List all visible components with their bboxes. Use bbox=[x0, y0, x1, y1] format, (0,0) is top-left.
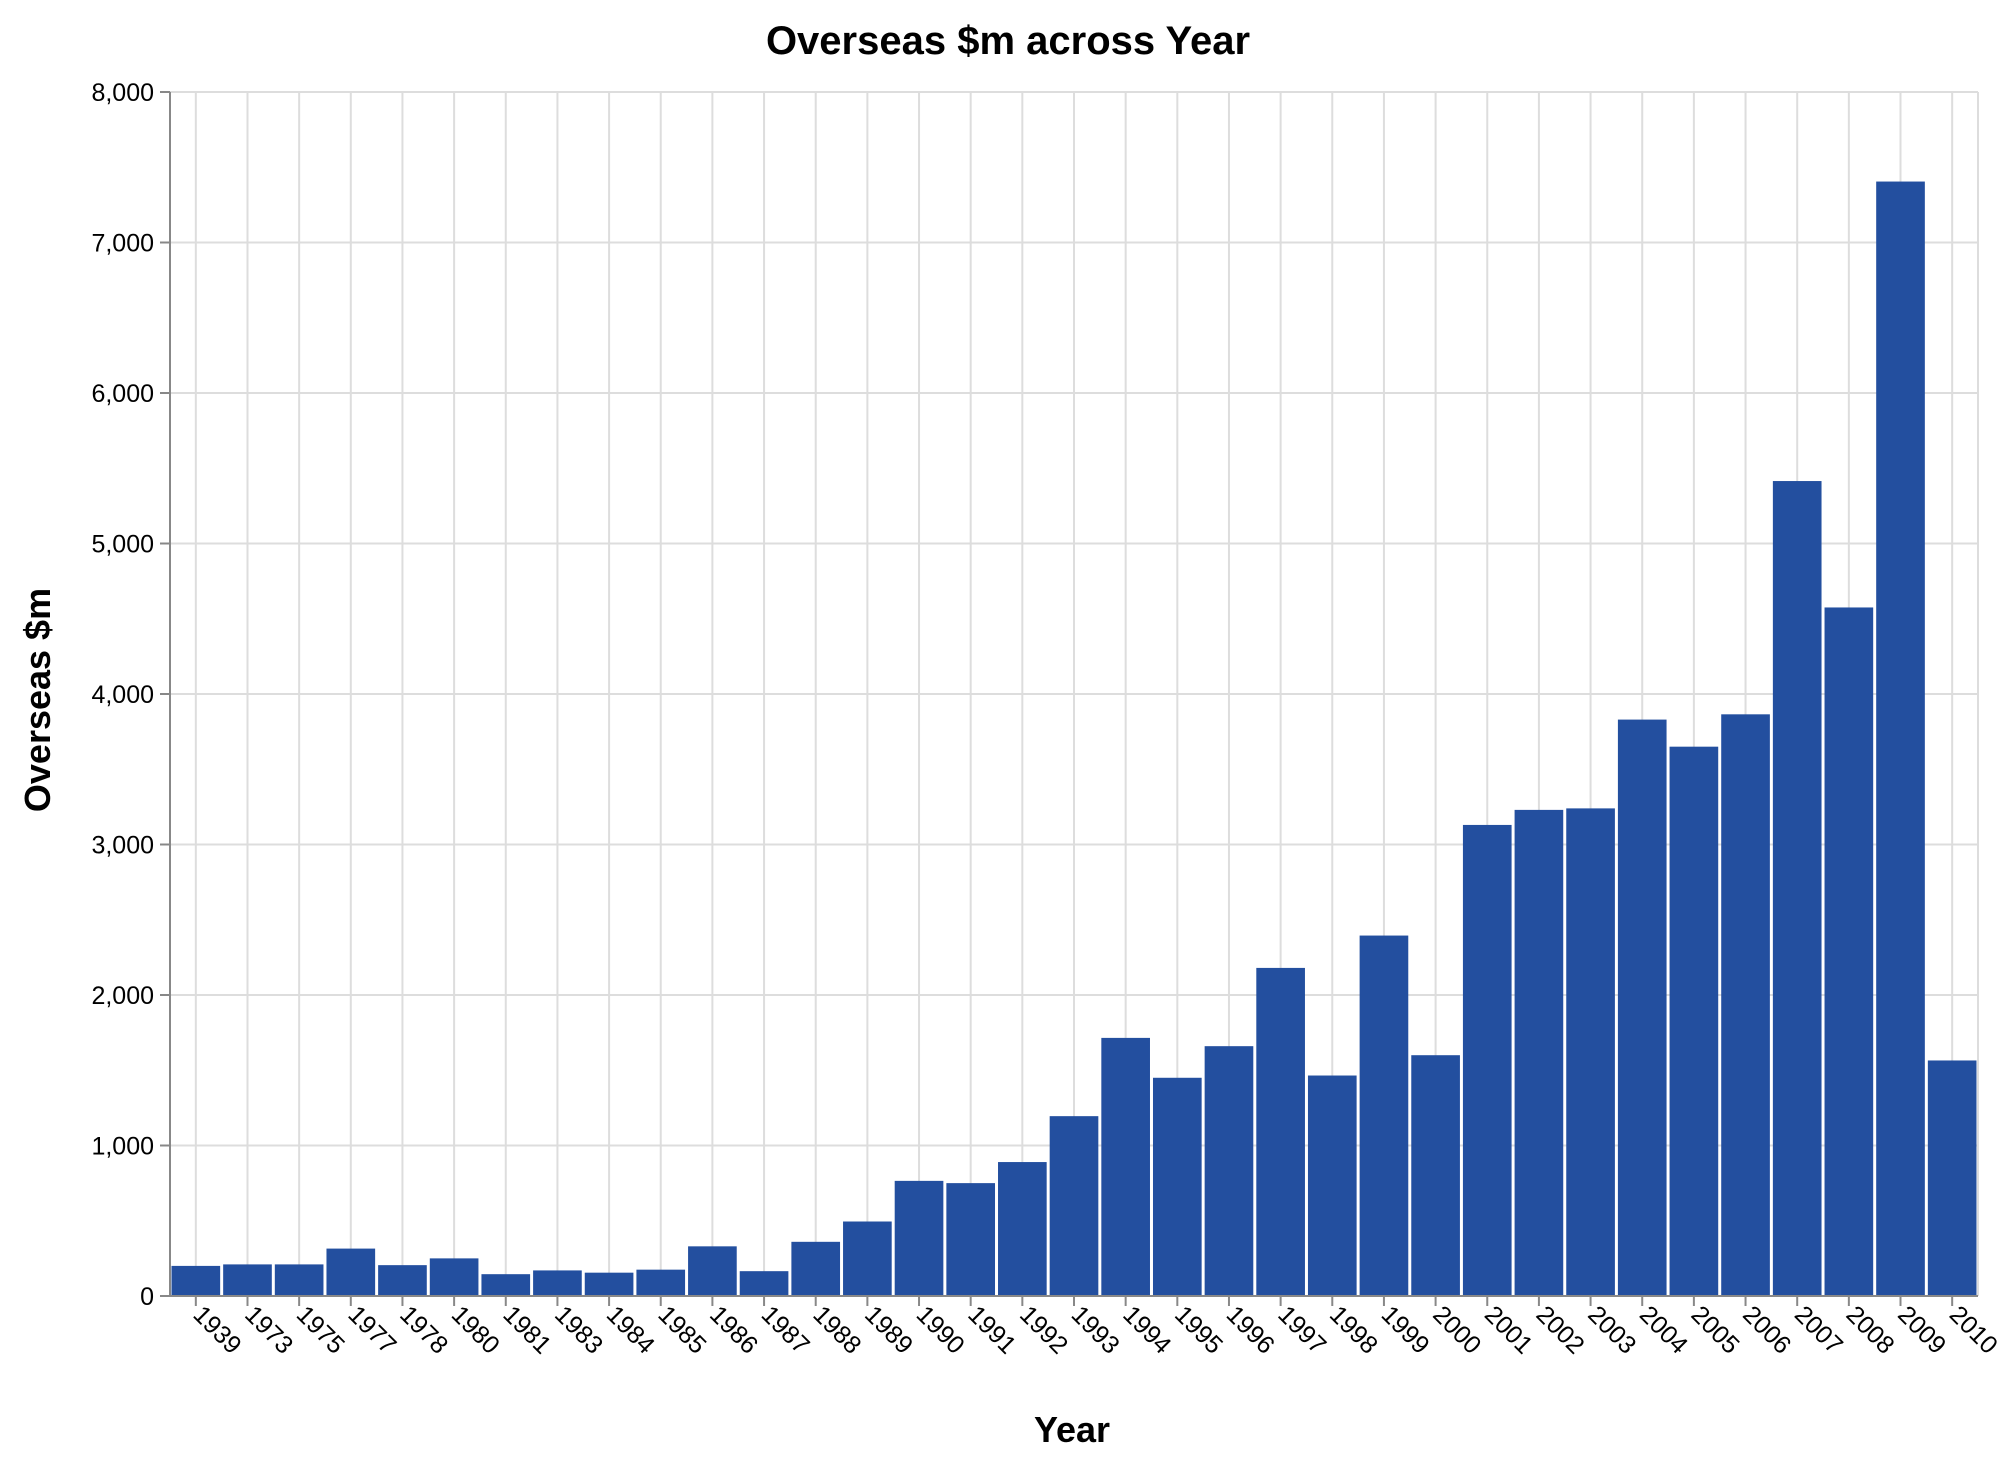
x-axis: 1939197319751977197819801981198319841985… bbox=[170, 1295, 2003, 1360]
x-tick-label: 1985 bbox=[653, 1300, 712, 1359]
y-tick-label: 3,000 bbox=[91, 832, 154, 860]
x-tick-label: 1991 bbox=[962, 1300, 1021, 1359]
bar-2002 bbox=[1514, 809, 1564, 1296]
x-tick-label: 1989 bbox=[859, 1300, 918, 1359]
bar-1995 bbox=[1152, 1077, 1202, 1296]
bar-2000 bbox=[1411, 1055, 1460, 1296]
bar-1992 bbox=[998, 1162, 1047, 1296]
bar-2006 bbox=[1721, 714, 1770, 1296]
bar-1990 bbox=[894, 1180, 944, 1296]
bar-2008 bbox=[1824, 607, 1874, 1296]
y-tick-label: 1,000 bbox=[91, 1133, 154, 1161]
x-tick-label: 1999 bbox=[1376, 1300, 1435, 1359]
bars bbox=[171, 181, 1977, 1297]
y-axis-title: Overseas $m bbox=[17, 588, 58, 812]
bar-1980 bbox=[429, 1258, 479, 1296]
bar-1983 bbox=[533, 1270, 582, 1296]
bar-2004 bbox=[1617, 719, 1667, 1296]
x-tick-label: 1998 bbox=[1324, 1300, 1383, 1359]
x-tick-label: 2002 bbox=[1531, 1300, 1590, 1359]
x-tick-label: 2000 bbox=[1427, 1300, 1486, 1359]
x-tick-label: 1988 bbox=[807, 1300, 866, 1359]
bar-1993 bbox=[1049, 1116, 1099, 1296]
x-tick-label: 2001 bbox=[1479, 1300, 1538, 1359]
x-tick-label: 2008 bbox=[1841, 1300, 1900, 1359]
bar-1996 bbox=[1204, 1046, 1254, 1296]
x-tick-label: 2006 bbox=[1737, 1300, 1796, 1359]
bar-1977 bbox=[326, 1248, 376, 1296]
bar-1997 bbox=[1256, 967, 1305, 1296]
bar-1978 bbox=[378, 1265, 427, 1296]
x-tick-label: 2003 bbox=[1582, 1300, 1641, 1359]
bar-1991 bbox=[946, 1183, 996, 1296]
y-tick-label: 5,000 bbox=[91, 531, 154, 559]
y-axis: 0 1,000 2,000 3,000 4,000 5,000 6,000 7,000 8,00… bbox=[91, 79, 171, 1311]
bar-1975 bbox=[274, 1264, 324, 1296]
bar-2005 bbox=[1669, 746, 1719, 1296]
x-tick-label: 1975 bbox=[291, 1300, 350, 1359]
bar-1986 bbox=[688, 1246, 737, 1296]
x-tick-label: 2005 bbox=[1686, 1300, 1745, 1359]
x-tick-label: 1983 bbox=[549, 1300, 608, 1359]
bar-1981 bbox=[481, 1274, 531, 1296]
bar-2010 bbox=[1927, 1060, 1977, 1296]
bar-1987 bbox=[739, 1271, 789, 1296]
x-tick-label: 1986 bbox=[704, 1300, 763, 1359]
bar-1999 bbox=[1359, 935, 1409, 1296]
x-tick-label: 1995 bbox=[1169, 1300, 1228, 1359]
x-axis-title: Year bbox=[1034, 1409, 1110, 1450]
bar-2003 bbox=[1566, 808, 1615, 1296]
bar-2001 bbox=[1462, 824, 1512, 1296]
y-tick-label: 8,000 bbox=[91, 79, 154, 107]
x-tick-label: 1939 bbox=[188, 1300, 247, 1359]
bar-1984 bbox=[584, 1272, 634, 1296]
bar-1998 bbox=[1307, 1075, 1357, 1296]
y-tick-label: 0 bbox=[140, 1283, 154, 1311]
x-tick-label: 1981 bbox=[498, 1300, 557, 1359]
x-tick-label: 2010 bbox=[1944, 1300, 2003, 1359]
x-tick-label: 2009 bbox=[1892, 1300, 1951, 1359]
y-tick-label: 7,000 bbox=[91, 230, 154, 258]
x-tick-label: 1996 bbox=[1221, 1300, 1280, 1359]
y-tick-label: 2,000 bbox=[91, 982, 154, 1010]
x-tick-label: 2007 bbox=[1789, 1300, 1848, 1359]
x-tick-label: 1990 bbox=[911, 1300, 970, 1359]
x-tick-label: 1973 bbox=[239, 1300, 298, 1359]
bar-1989 bbox=[843, 1221, 892, 1296]
y-tick-label: 6,000 bbox=[91, 380, 154, 408]
x-tick-label: 1987 bbox=[756, 1300, 815, 1359]
x-tick-label: 1992 bbox=[1014, 1300, 1073, 1359]
x-tick-label: 1980 bbox=[446, 1300, 505, 1359]
bar-1994 bbox=[1101, 1037, 1150, 1296]
bar-1939 bbox=[171, 1265, 221, 1296]
chart-title: Overseas $m across Year bbox=[766, 19, 1250, 63]
x-tick-label: 1994 bbox=[1117, 1300, 1176, 1359]
x-tick-label: 1993 bbox=[1066, 1300, 1125, 1359]
x-tick-label: 1997 bbox=[1272, 1300, 1331, 1359]
x-tick-label: 1978 bbox=[394, 1300, 453, 1359]
bar-2007 bbox=[1772, 481, 1822, 1297]
x-tick-label: 1977 bbox=[343, 1300, 402, 1359]
y-tick-label: 4,000 bbox=[91, 681, 154, 709]
bar-2009 bbox=[1876, 181, 1925, 1297]
x-tick-label: 1984 bbox=[601, 1300, 660, 1359]
x-tick-label: 2004 bbox=[1634, 1300, 1693, 1359]
bar-1973 bbox=[223, 1264, 272, 1296]
bar-1988 bbox=[791, 1241, 841, 1296]
bar-1985 bbox=[636, 1269, 686, 1296]
